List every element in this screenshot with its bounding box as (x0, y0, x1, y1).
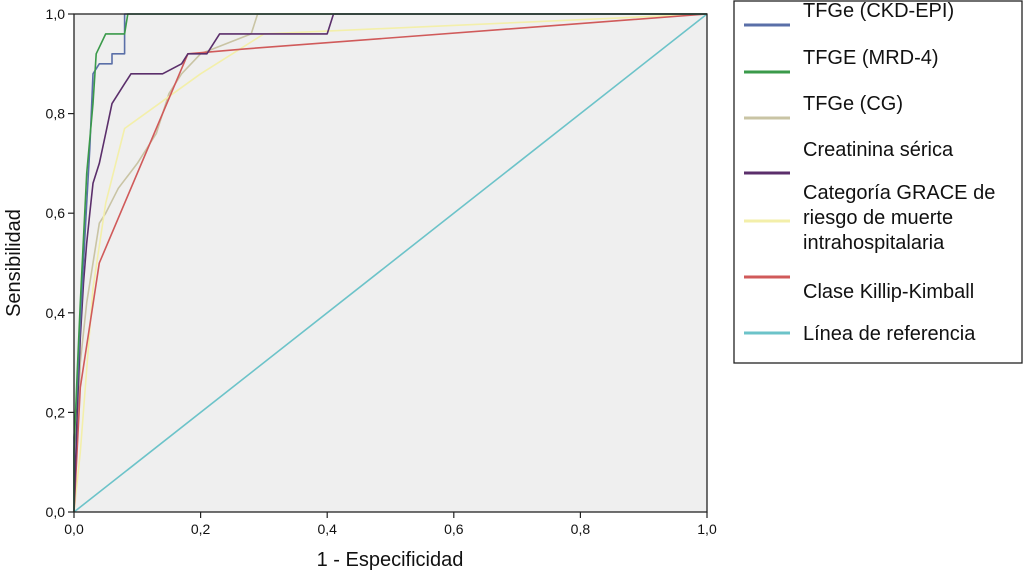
y-axis-title: Sensibilidad (3, 209, 25, 317)
x-tick-label: 0,8 (571, 521, 591, 537)
y-tick-label: 0,2 (46, 404, 66, 420)
series-line-4 (73, 13, 708, 513)
series-layer (73, 13, 708, 513)
axis-layer: 0,0 0,2 0,4 0,6 0,8 1,0 0,0 0,2 0,4 0,6 0,8 1,0 (46, 6, 717, 537)
y-tick-label: 0,6 (46, 205, 66, 221)
legend-label: riesgo de muerte (803, 207, 953, 229)
series-line-1 (73, 13, 707, 512)
series-line-2 (73, 13, 707, 513)
legend-label: Creatinina sérica (803, 139, 954, 161)
legend-label: intrahospitalaria (803, 232, 945, 254)
y-tick-label: 0,0 (46, 504, 66, 520)
y-tick-label: 0,4 (46, 305, 66, 321)
legend-label: TFGe (CKD-EPI) (803, 0, 954, 22)
x-tick-label: 0,2 (191, 521, 211, 537)
plot-area-frame (73, 13, 708, 513)
legend-label: Clase Killip-Kimball (803, 281, 974, 303)
x-tick-label: 0,0 (64, 521, 84, 537)
x-axis-title: 1 - Especificidad (317, 549, 464, 571)
x-tick-label: 1,0 (697, 521, 717, 537)
legend-box (733, 0, 1023, 364)
series-line-6 (73, 13, 708, 513)
legend-label: TFGE (MRD-4) (803, 47, 939, 69)
series-line-3 (73, 13, 707, 513)
x-tick-label: 0,6 (444, 521, 464, 537)
y-tick-label: 1,0 (46, 6, 66, 22)
y-tick-label: 0,8 (46, 106, 66, 122)
legend-label: Categoría GRACE de (803, 182, 995, 204)
legend-label: Línea de referencia (803, 323, 976, 345)
legend: TFGe (CKD-EPI) TFGE (MRD-4) TFGe (CG) Creat… (744, 0, 995, 345)
legend-label: TFGe (CG) (803, 93, 903, 115)
x-tick-label: 0,4 (317, 521, 337, 537)
series-line-5 (73, 13, 708, 513)
